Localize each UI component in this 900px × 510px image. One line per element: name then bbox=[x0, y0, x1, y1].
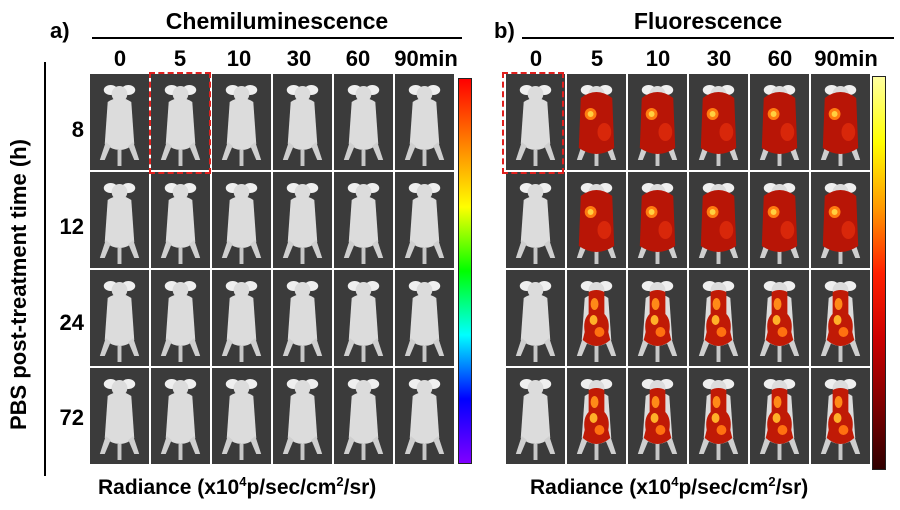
fluorescence-mouse-image bbox=[506, 368, 565, 464]
radiance-exponent-2: 2 bbox=[336, 474, 344, 489]
col-label: 10 bbox=[226, 46, 252, 71]
panel-a-title: Chemiluminescence bbox=[165, 8, 389, 34]
fluorescence-mouse-image bbox=[811, 368, 870, 464]
col-label: 0 bbox=[529, 46, 543, 71]
chemiluminescence-mouse-image bbox=[151, 270, 210, 366]
fluorescence-mouse-image bbox=[628, 172, 687, 268]
chemiluminescence-mouse-image bbox=[273, 368, 332, 464]
fluorescence-mouse-image bbox=[567, 270, 626, 366]
chemiluminescence-mouse-image bbox=[90, 270, 149, 366]
chemiluminescence-mouse-image bbox=[151, 74, 210, 170]
panel-b-radiance-label: Radiance (x104p/sec/cm2/sr) bbox=[530, 474, 808, 500]
row-axis-rule bbox=[44, 62, 46, 476]
col-label: 60 bbox=[767, 46, 793, 71]
fluorescence-mouse-image bbox=[811, 172, 870, 268]
chemiluminescence-mouse-image bbox=[90, 172, 149, 268]
fluorescence-mouse-image bbox=[628, 74, 687, 170]
fluorescence-mouse-image bbox=[506, 270, 565, 366]
col-label: 90min bbox=[814, 46, 878, 71]
fluorescence-mouse-image bbox=[628, 368, 687, 464]
panel-a-radiance-label: Radiance (x104p/sec/cm2/sr) bbox=[98, 474, 376, 500]
fluorescence-mouse-image bbox=[689, 368, 748, 464]
panel-a-column-labels: 0 5 10 30 60 90min bbox=[90, 46, 458, 72]
fluorescence-mouse-image bbox=[689, 74, 748, 170]
fluorescence-mouse-image bbox=[750, 74, 809, 170]
chemiluminescence-mouse-image bbox=[395, 368, 454, 464]
fluorescence-mouse-image bbox=[689, 172, 748, 268]
row-label: 24 bbox=[59, 310, 84, 335]
chemiluminescence-mouse-image bbox=[273, 172, 332, 268]
col-label: 30 bbox=[286, 46, 312, 71]
chemiluminescence-mouse-image bbox=[273, 74, 332, 170]
fluorescence-mouse-image bbox=[567, 172, 626, 268]
col-label: 10 bbox=[645, 46, 671, 71]
radiance-prefix: Radiance (x10 bbox=[530, 476, 672, 499]
y-axis-title: PBS post-treatment time (h) bbox=[6, 139, 31, 430]
chemiluminescence-mouse-image bbox=[334, 368, 393, 464]
chemiluminescence-mouse-image bbox=[90, 74, 149, 170]
col-label: 5 bbox=[590, 46, 604, 71]
col-label: 60 bbox=[345, 46, 371, 71]
radiance-prefix: Radiance (x10 bbox=[98, 476, 240, 499]
panel-a-highlight-box bbox=[149, 72, 211, 174]
panel-b-column-labels: 0 5 10 30 60 90min bbox=[506, 46, 878, 72]
chemiluminescence-colorbar bbox=[458, 78, 472, 464]
chemiluminescence-mouse-image bbox=[273, 270, 332, 366]
radiance-exponent: 4 bbox=[239, 474, 247, 489]
panel-b-title: Fluorescence bbox=[633, 8, 783, 34]
radiance-mid: p/sec/cm bbox=[246, 476, 337, 499]
row-label: 8 bbox=[71, 117, 84, 142]
fluorescence-mouse-image bbox=[689, 270, 748, 366]
fluorescence-mouse-image bbox=[811, 270, 870, 366]
fluorescence-mouse-image bbox=[567, 74, 626, 170]
radiance-suffix: /sr) bbox=[343, 476, 377, 499]
chemiluminescence-mouse-image bbox=[151, 172, 210, 268]
col-label: 0 bbox=[113, 46, 127, 71]
chemiluminescence-mouse-image bbox=[212, 172, 271, 268]
panel-b-highlight-box bbox=[502, 72, 564, 174]
row-label: 72 bbox=[59, 405, 84, 430]
col-label: 5 bbox=[173, 46, 187, 71]
chemiluminescence-mouse-image bbox=[90, 368, 149, 464]
fluorescence-mouse-image bbox=[811, 74, 870, 170]
fluorescence-colorbar bbox=[872, 76, 886, 470]
fluorescence-mouse-image bbox=[506, 74, 565, 170]
fluorescence-mouse-image bbox=[506, 172, 565, 268]
panel-b-label: b) bbox=[494, 18, 515, 43]
chemiluminescence-mouse-image bbox=[212, 270, 271, 366]
chemiluminescence-mouse-image bbox=[395, 74, 454, 170]
panel-b-title-rule bbox=[522, 37, 894, 39]
chemiluminescence-mouse-image bbox=[334, 270, 393, 366]
panel-a-title-rule bbox=[92, 37, 462, 39]
chemiluminescence-image-grid bbox=[90, 74, 454, 464]
fluorescence-mouse-image bbox=[628, 270, 687, 366]
fluorescence-mouse-image bbox=[750, 172, 809, 268]
col-label: 90min bbox=[394, 46, 458, 71]
radiance-exponent-2: 2 bbox=[768, 474, 776, 489]
fluorescence-mouse-image bbox=[567, 368, 626, 464]
radiance-mid: p/sec/cm bbox=[678, 476, 769, 499]
panel-a-label: a) bbox=[50, 18, 70, 43]
row-label: 12 bbox=[59, 214, 84, 239]
chemiluminescence-mouse-image bbox=[212, 368, 271, 464]
col-label: 30 bbox=[706, 46, 732, 71]
radiance-suffix: /sr) bbox=[775, 476, 809, 499]
chemiluminescence-mouse-image bbox=[395, 270, 454, 366]
fluorescence-image-grid bbox=[506, 74, 870, 464]
chemiluminescence-mouse-image bbox=[395, 172, 454, 268]
chemiluminescence-mouse-image bbox=[334, 74, 393, 170]
chemiluminescence-mouse-image bbox=[334, 172, 393, 268]
chemiluminescence-mouse-image bbox=[151, 368, 210, 464]
chemiluminescence-mouse-image bbox=[212, 74, 271, 170]
radiance-exponent: 4 bbox=[671, 474, 679, 489]
fluorescence-mouse-image bbox=[750, 270, 809, 366]
fluorescence-mouse-image bbox=[750, 368, 809, 464]
